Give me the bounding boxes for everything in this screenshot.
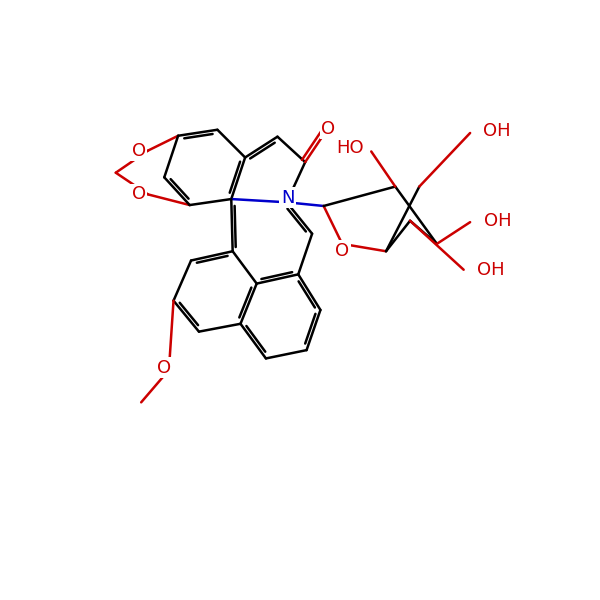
Text: OH: OH [484,212,512,230]
Text: O: O [157,359,172,377]
Text: O: O [132,142,146,160]
Text: OH: OH [476,261,504,279]
Text: HO: HO [337,139,364,157]
Text: O: O [321,120,335,138]
Text: N: N [281,188,295,206]
Text: OH: OH [483,122,511,140]
Text: O: O [335,242,349,260]
Text: O: O [132,185,146,203]
